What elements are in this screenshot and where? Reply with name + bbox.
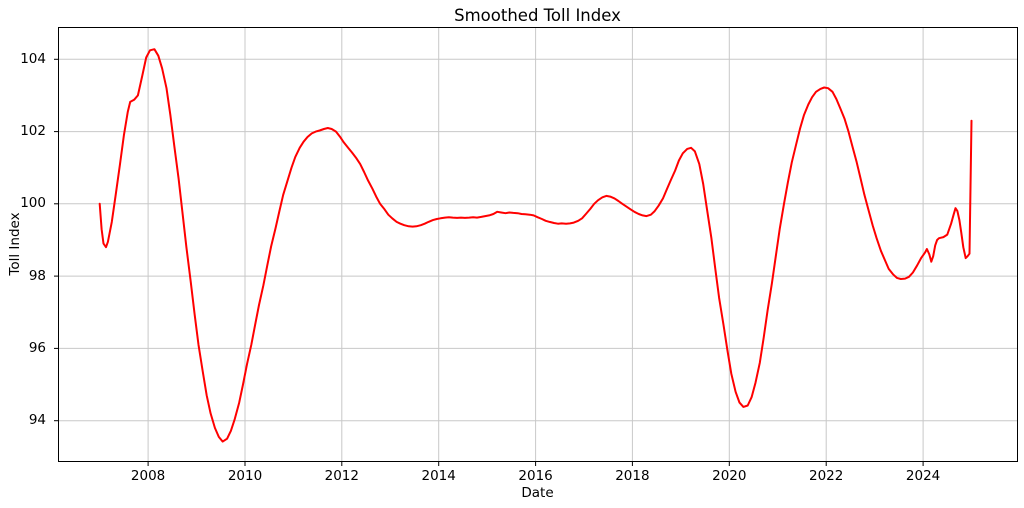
x-tick-label: 2018	[615, 468, 650, 484]
x-tick-label: 2012	[324, 468, 359, 484]
x-tick-label: 2010	[227, 468, 263, 484]
y-tick-label: 94	[28, 412, 46, 429]
y-tick-label: 96	[28, 339, 46, 356]
y-tick-label: 98	[28, 267, 46, 284]
y-tick-label: 100	[20, 195, 46, 212]
chart-title: Smoothed Toll Index	[454, 6, 621, 25]
x-tick-label: 2008	[130, 468, 166, 484]
x-tick-label: 2022	[809, 468, 844, 484]
y-tick-label: 102	[20, 123, 46, 140]
y-axis-label: Toll Index	[7, 212, 23, 276]
x-tick-label: 2016	[518, 468, 553, 484]
x-tick-label: 2020	[712, 468, 747, 484]
toll-index-line	[98, 48, 973, 443]
plot-frame	[58, 27, 1018, 462]
x-tick-label: 2014	[421, 468, 456, 484]
x-axis-label: Date	[521, 485, 554, 501]
y-tick-label: 104	[20, 50, 46, 67]
x-tick-label: 2024	[905, 468, 941, 484]
